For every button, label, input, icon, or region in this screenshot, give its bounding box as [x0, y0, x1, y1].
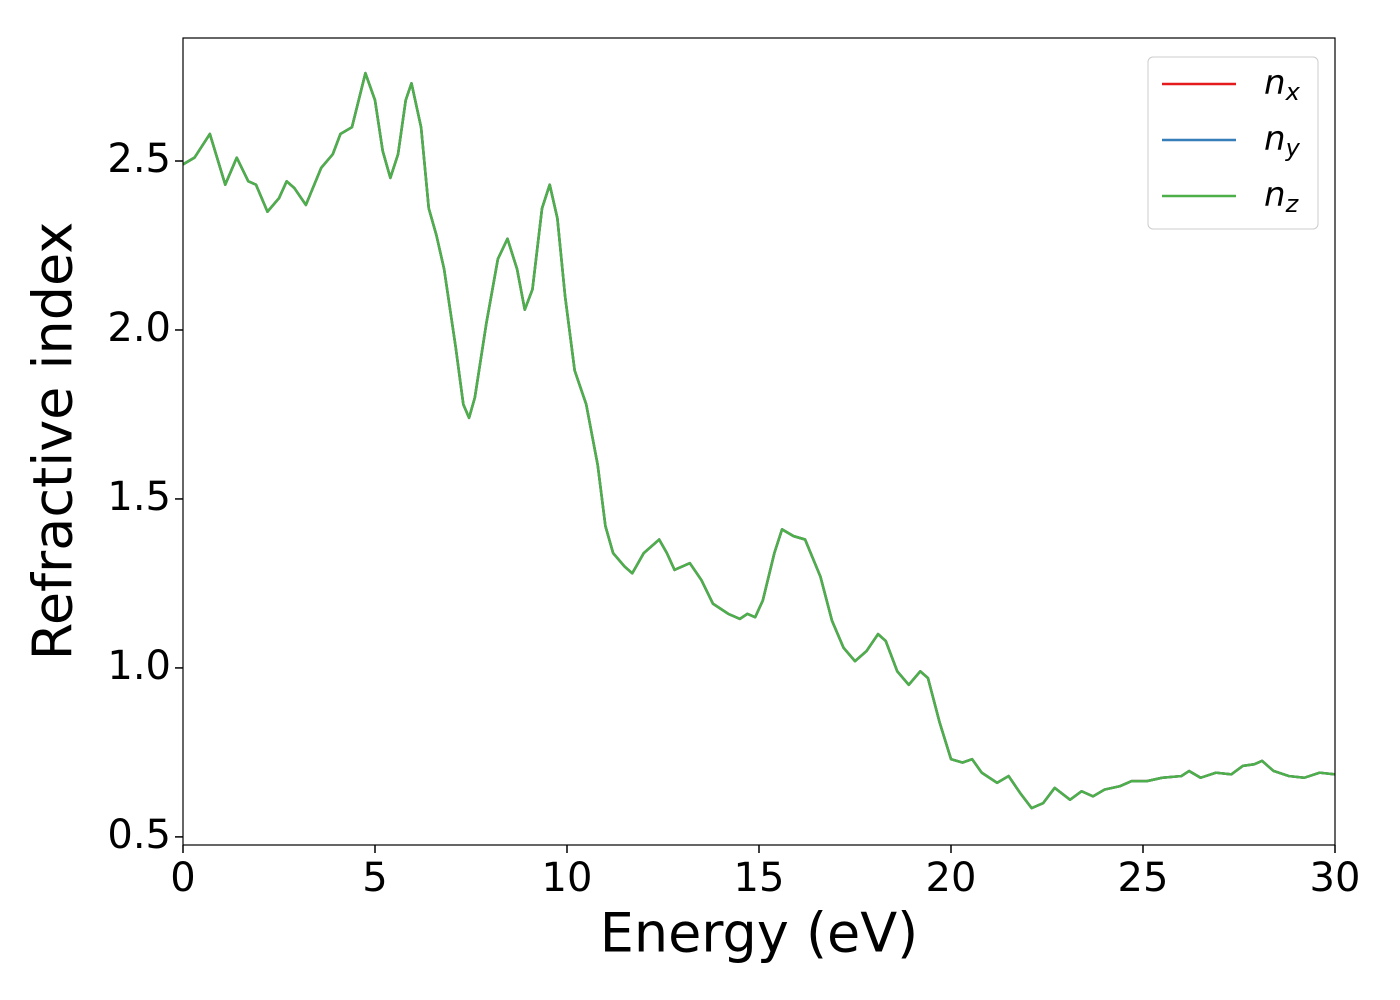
y-tick-label: 0.5 [107, 812, 171, 858]
x-tick-label: 15 [734, 855, 785, 901]
y-tick-label: 2.5 [107, 136, 171, 182]
x-tick-label: 10 [542, 855, 593, 901]
x-tick-label: 0 [170, 855, 195, 901]
x-tick-label: 5 [362, 855, 387, 901]
x-tick-label: 30 [1310, 855, 1361, 901]
legend-label: ny [1264, 119, 1301, 163]
legend-label: nz [1264, 175, 1300, 219]
legend-label: nx [1264, 63, 1301, 107]
y-tick-label: 2.0 [107, 305, 171, 351]
x-tick-label: 25 [1118, 855, 1169, 901]
axes-frame [182, 37, 1336, 846]
y-tick-label: 1.0 [107, 643, 171, 689]
legend-box [1147, 56, 1319, 230]
y-tick-label: 1.5 [107, 474, 171, 520]
series-line [182, 71, 1336, 810]
x-axis-label: Energy (eV) [600, 902, 919, 965]
x-tick-label: 20 [926, 855, 977, 901]
y-axis-label: Refractive index [22, 222, 85, 661]
